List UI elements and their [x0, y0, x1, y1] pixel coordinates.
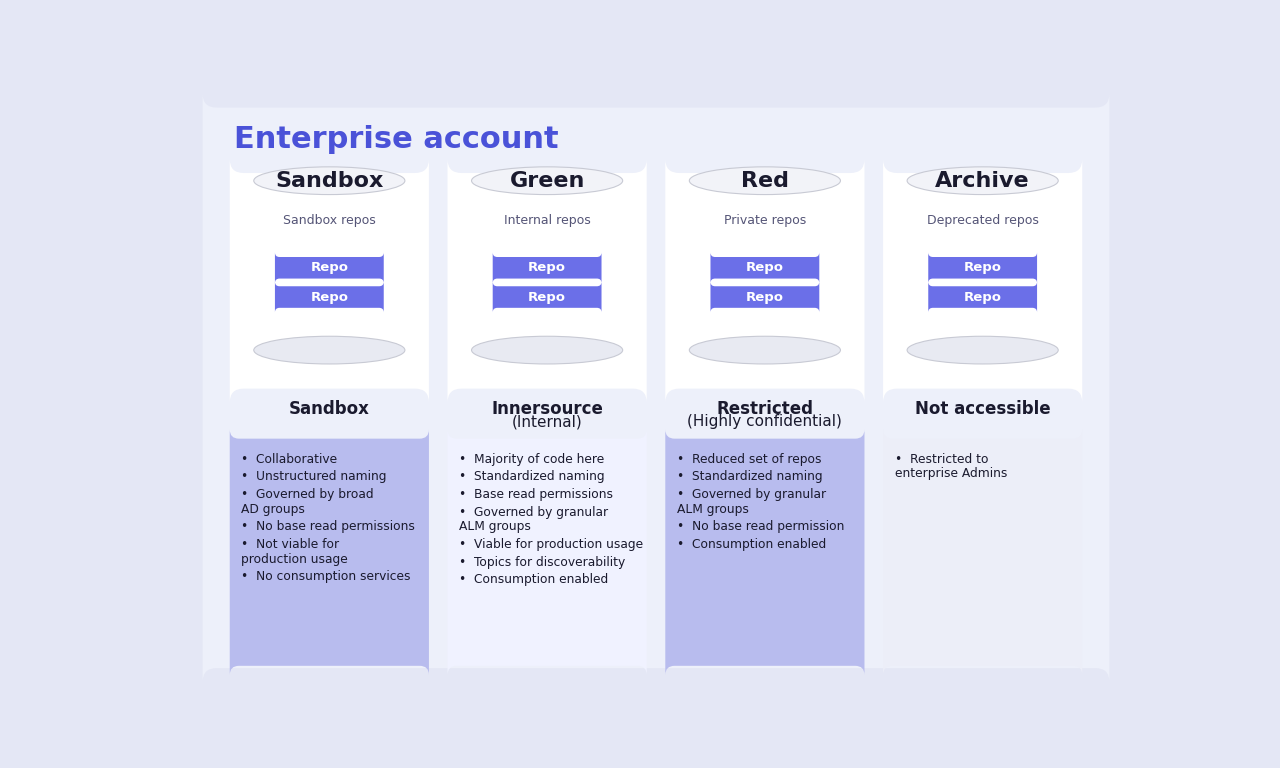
Text: •  Viable for production usage: • Viable for production usage: [460, 538, 644, 551]
Text: Archive: Archive: [936, 170, 1030, 190]
Text: Not accessible: Not accessible: [915, 400, 1051, 418]
FancyBboxPatch shape: [710, 282, 819, 313]
Text: Repo: Repo: [964, 290, 1002, 303]
Text: (Highly confidential): (Highly confidential): [687, 414, 842, 429]
Ellipse shape: [690, 336, 841, 364]
Text: •  Not viable for: • Not viable for: [242, 538, 339, 551]
Text: Repo: Repo: [964, 261, 1002, 274]
Text: •  No base read permissions: • No base read permissions: [242, 520, 415, 533]
Ellipse shape: [253, 336, 404, 364]
Text: Repo: Repo: [529, 261, 566, 274]
Text: •  Governed by granular: • Governed by granular: [460, 505, 608, 518]
FancyBboxPatch shape: [883, 429, 1083, 675]
FancyBboxPatch shape: [493, 282, 602, 313]
Text: •  Collaborative: • Collaborative: [242, 452, 338, 465]
Text: •  Unstructured naming: • Unstructured naming: [242, 470, 387, 483]
FancyBboxPatch shape: [202, 94, 1110, 682]
Ellipse shape: [700, 350, 829, 359]
Text: Internal repos: Internal repos: [504, 214, 590, 227]
Ellipse shape: [908, 167, 1059, 194]
Text: Repo: Repo: [529, 290, 566, 303]
Text: (Internal): (Internal): [512, 414, 582, 429]
FancyBboxPatch shape: [448, 159, 646, 402]
Text: ALM groups: ALM groups: [677, 502, 749, 515]
Text: Repo: Repo: [310, 261, 348, 274]
FancyBboxPatch shape: [493, 253, 602, 283]
FancyBboxPatch shape: [883, 159, 1083, 402]
FancyBboxPatch shape: [448, 429, 646, 675]
FancyBboxPatch shape: [928, 253, 1037, 283]
FancyBboxPatch shape: [229, 159, 429, 402]
Text: •  Consumption enabled: • Consumption enabled: [460, 574, 608, 587]
Text: •  Restricted to: • Restricted to: [895, 452, 988, 465]
Text: AD groups: AD groups: [242, 502, 305, 515]
Ellipse shape: [483, 350, 612, 359]
Ellipse shape: [908, 336, 1059, 364]
Text: Green: Green: [509, 170, 585, 190]
Text: Enterprise account: Enterprise account: [234, 125, 558, 154]
Text: •  Base read permissions: • Base read permissions: [460, 488, 613, 501]
FancyBboxPatch shape: [710, 253, 819, 283]
Text: •  Topics for discoverability: • Topics for discoverability: [460, 556, 626, 568]
Ellipse shape: [471, 167, 622, 194]
Text: Red: Red: [741, 170, 788, 190]
Text: Deprecated repos: Deprecated repos: [927, 214, 1038, 227]
Text: •  Standardized naming: • Standardized naming: [677, 470, 823, 483]
Text: •  No base read permission: • No base read permission: [677, 520, 845, 533]
Text: •  Consumption enabled: • Consumption enabled: [677, 538, 826, 551]
Text: •  Standardized naming: • Standardized naming: [460, 470, 604, 483]
Text: Private repos: Private repos: [723, 214, 806, 227]
Text: production usage: production usage: [242, 553, 348, 565]
FancyBboxPatch shape: [666, 429, 864, 675]
Bar: [908, 194, 1059, 336]
Text: •  Majority of code here: • Majority of code here: [460, 452, 604, 465]
Text: Sandbox: Sandbox: [289, 400, 370, 418]
Text: Restricted: Restricted: [717, 400, 813, 418]
Bar: [690, 194, 841, 336]
Text: ALM groups: ALM groups: [460, 520, 531, 533]
Text: Sandbox repos: Sandbox repos: [283, 214, 376, 227]
Text: •  Reduced set of repos: • Reduced set of repos: [677, 452, 822, 465]
Text: •  Governed by broad: • Governed by broad: [242, 488, 374, 501]
FancyBboxPatch shape: [275, 282, 384, 313]
Text: Innersource: Innersource: [492, 400, 603, 418]
Ellipse shape: [471, 336, 622, 364]
Text: Repo: Repo: [746, 261, 783, 274]
Text: Repo: Repo: [310, 290, 348, 303]
Bar: [471, 194, 622, 336]
Text: Repo: Repo: [746, 290, 783, 303]
Text: enterprise Admins: enterprise Admins: [895, 467, 1007, 480]
Text: •  Governed by granular: • Governed by granular: [677, 488, 826, 501]
Text: •  No consumption services: • No consumption services: [242, 571, 411, 584]
FancyBboxPatch shape: [928, 282, 1037, 313]
Bar: [253, 194, 404, 336]
FancyBboxPatch shape: [275, 253, 384, 283]
Ellipse shape: [253, 167, 404, 194]
FancyBboxPatch shape: [666, 159, 864, 402]
Ellipse shape: [919, 350, 1047, 359]
Text: Sandbox: Sandbox: [275, 170, 384, 190]
Ellipse shape: [690, 167, 841, 194]
Ellipse shape: [265, 350, 393, 359]
FancyBboxPatch shape: [229, 429, 429, 675]
